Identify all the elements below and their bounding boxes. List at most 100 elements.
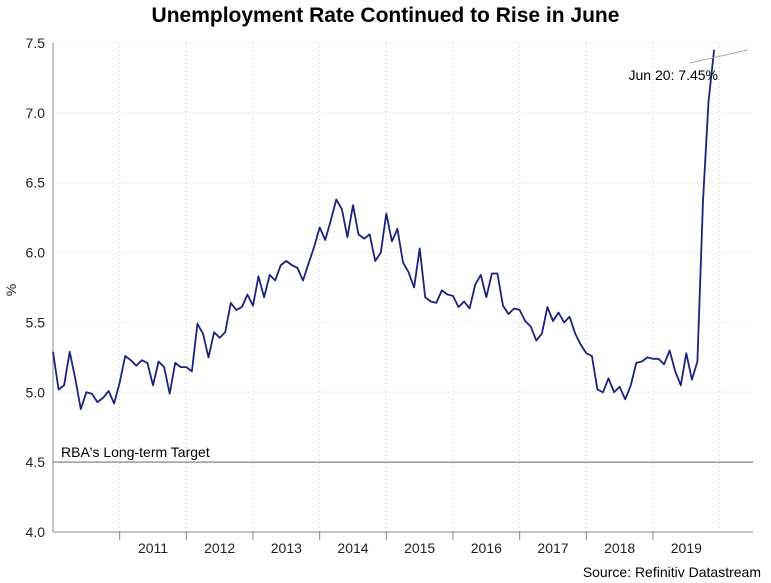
data-point [602,391,604,393]
data-point [341,208,343,210]
data-point [130,359,132,361]
data-point [91,393,93,395]
data-point [147,362,149,364]
y-axis-label: % [3,284,19,296]
target-label: RBA's Long-term Target [61,444,210,460]
x-tick-label: 2019 [671,540,702,556]
data-point [202,333,204,335]
data-point [124,355,126,357]
data-point [197,323,199,325]
data-point [441,289,443,291]
x-tick-label: 2012 [204,540,235,556]
data-point [335,199,337,201]
data-point [624,398,626,400]
data-point [52,351,54,353]
data-point [597,389,599,391]
chart-title: Unemployment Rate Continued to Rise in J… [151,4,620,27]
data-point [713,49,715,51]
data-point [569,316,571,318]
data-point [208,356,210,358]
data-point [152,384,154,386]
data-point [563,322,565,324]
data-point [580,344,582,346]
data-point [330,220,332,222]
data-point [669,349,671,351]
data-point [674,370,676,372]
data-point [358,234,360,236]
data-point [524,320,526,322]
data-point [519,309,521,311]
data-point [397,228,399,230]
data-point [502,305,504,307]
data-point [263,296,265,298]
data-point [85,391,87,393]
data-point [63,384,65,386]
y-tick-label: 5.0 [26,384,46,400]
y-tick-label: 4.0 [26,524,46,540]
data-point [613,391,615,393]
data-point [541,333,543,335]
data-point [702,200,704,202]
data-point [280,264,282,266]
y-tick-label: 7.0 [26,105,46,121]
data-point [169,393,171,395]
data-point [685,352,687,354]
data-point [224,331,226,333]
data-point [74,377,76,379]
data-point [269,274,271,276]
data-point [497,273,499,275]
annotations: Jun 20: 7.45% [628,49,748,83]
data-point [547,306,549,308]
data-point [574,333,576,335]
data-point [408,271,410,273]
data-point [185,366,187,368]
data-point [135,365,137,367]
data-point [213,331,215,333]
y-tick-label: 6.5 [26,175,46,191]
data-point [435,302,437,304]
data-point [302,280,304,282]
data-point [352,204,354,206]
data-point [413,287,415,289]
data-point [191,370,193,372]
data-point [463,301,465,303]
data-point [430,301,432,303]
data-point [469,308,471,310]
data-point [635,362,637,364]
data-point [630,384,632,386]
data-point [274,280,276,282]
data-point [141,359,143,361]
series-layer [52,49,715,411]
data-point [247,294,249,296]
data-point [419,247,421,249]
axes: 4.0 4.5 5.0 5.5 6.0 6.5 7.0 7.5 2011 2012 2013 2014… [26,35,753,556]
data-point [158,361,160,363]
data-point [447,294,449,296]
x-tick-label: 2018 [604,540,635,556]
data-point [452,295,454,297]
data-point [97,401,99,403]
data-point [380,252,382,254]
data-point [69,351,71,353]
data-point [697,361,699,363]
data-point [708,101,710,103]
data-point [235,309,237,311]
data-point [608,377,610,379]
x-tick-label: 2011 [138,540,168,556]
data-point [385,213,387,215]
data-point [252,305,254,307]
data-point [258,275,260,277]
source-note: Source: Refinitiv Datastream [582,564,761,580]
data-point [680,384,682,386]
y-tick-label: 6.0 [26,245,46,261]
data-point [80,408,82,410]
x-tick-label: 2015 [404,540,435,556]
data-point [219,337,221,339]
data-point [585,352,587,354]
data-point [230,302,232,304]
data-point [458,306,460,308]
target-line-group: RBA's Long-term Target [53,444,753,463]
y-tick-label: 5.5 [26,314,46,330]
data-point [402,261,404,263]
